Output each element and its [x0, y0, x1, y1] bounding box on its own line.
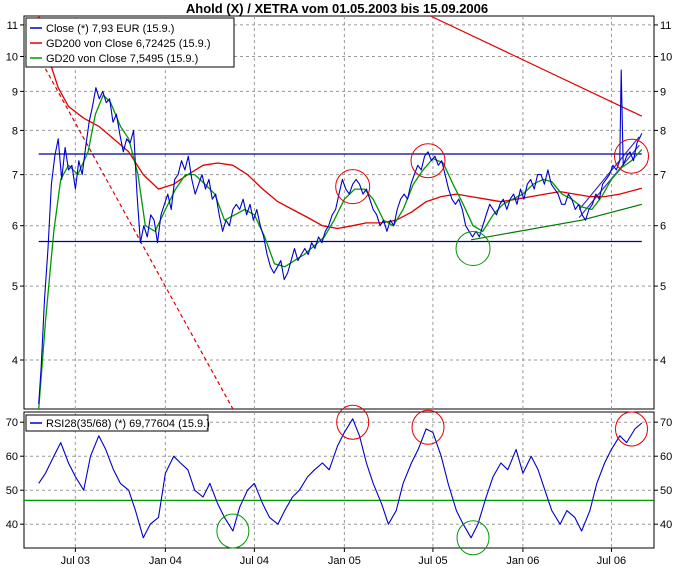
- rsi-ytick-label-left-0: 40: [6, 519, 18, 531]
- rsi-circles: [216, 404, 648, 556]
- price-trend-lines: [38, 15, 643, 410]
- rsi-ytick-label-right-1: 50: [660, 485, 672, 497]
- rsi-ytick-label-left-3: 70: [6, 417, 18, 429]
- price-ytick-label-left-3: 7: [12, 170, 18, 182]
- legend-close: Close (*) 7,93 EUR (15.9.): [46, 23, 174, 35]
- x-axis: Jul 03 Jan 04 Jul 04 Jan 05 Jul 05 Jan 06 Jul …: [61, 548, 626, 567]
- price-ytick-label-right-1: 5: [660, 281, 666, 293]
- price-circles: [335, 138, 649, 267]
- rsi-panel: 40 40 50 50 60 60 70 70 RSI28(35/68) (*) 69,776…: [6, 404, 673, 556]
- rsi-grid: [24, 412, 654, 548]
- price-circle-2: [614, 138, 649, 174]
- x-tick-label-6: Jul 06: [597, 555, 626, 567]
- x-tick-label-0: Jul 03: [61, 555, 90, 567]
- rsi-legend: RSI28(35/68) (*) 69,77604 (15.9.): [25, 414, 210, 432]
- rsi-circle-3: [216, 513, 250, 549]
- price-series: [38, 15, 643, 410]
- price-ytick-label-right-5: 9: [660, 86, 666, 98]
- price-trend-line-5: [578, 144, 640, 218]
- rsi-circle-2: [615, 411, 648, 447]
- rsi-series: [38, 418, 643, 539]
- price-legend: Close (*) 7,93 EUR (15.9.) GD200 von Clo…: [25, 17, 235, 68]
- rsi-ytick-label-right-0: 40: [660, 519, 672, 531]
- legend-rsi: RSI28(35/68) (*) 69,77604 (15.9.): [46, 418, 210, 430]
- x-tick-label-3: Jan 05: [328, 555, 361, 567]
- rsi-circle-1: [411, 409, 445, 445]
- price-trend-line-4: [470, 203, 642, 241]
- price-ytick-label-right-4: 8: [660, 125, 666, 137]
- x-tick-label-5: Jan 06: [506, 555, 539, 567]
- x-tick-label-4: Jul 05: [418, 555, 447, 567]
- rsi-y-axis: 40 40 50 50 60 60 70 70: [6, 417, 673, 531]
- price-ytick-label-left-4: 8: [12, 125, 18, 137]
- price-ytick-label-left-1: 5: [12, 281, 18, 293]
- chart-title: Ahold (X) / XETRA vom 01.05.2003 bis 15.…: [186, 1, 488, 16]
- price-circle-1: [410, 143, 446, 179]
- rsi-circle-0: [336, 404, 370, 440]
- rsi-ytick-label-left-1: 50: [6, 485, 18, 497]
- x-tick-label-1: Jan 04: [149, 555, 182, 567]
- rsi-legend-box: [25, 414, 209, 432]
- rsi-ytick-label-left-2: 60: [6, 451, 18, 463]
- price-ytick-label-right-7: 11: [660, 20, 671, 32]
- rsi-series-line-0: [38, 418, 643, 539]
- price-ytick-label-right-2: 6: [660, 221, 666, 233]
- price-ytick-label-left-7: 11: [7, 20, 18, 32]
- price-ytick-label-right-6: 10: [660, 51, 672, 63]
- price-ytick-label-right-0: 4: [660, 355, 666, 367]
- legend-gd20: GD20 von Close 7,5495 (15.9.): [46, 53, 198, 65]
- price-legend-box: [25, 17, 235, 68]
- price-series-line-0: [38, 69, 643, 405]
- price-circle-3: [455, 231, 491, 267]
- legend-gd200: GD200 von Close 6,72425 (15.9.): [46, 38, 211, 50]
- price-y-axis: 4 4 5 5 6 6 7 7 8 8 9 9 10 10 11 11: [6, 20, 673, 367]
- price-panel-frame: [23, 15, 655, 410]
- rsi-circle-4: [456, 520, 490, 556]
- price-ytick-label-left-5: 9: [12, 86, 18, 98]
- rsi-panel-frame: [23, 411, 655, 549]
- rsi-ytick-label-right-2: 60: [660, 451, 672, 463]
- price-trend-line-0: [430, 15, 643, 117]
- price-panel: 4 4 5 5 6 6 7 7 8 8 9 9 10 10 11 11 Close (*) 7,93 EUR …: [6, 15, 673, 410]
- price-series-line-2: [38, 94, 643, 410]
- price-ytick-label-left-2: 6: [12, 221, 18, 233]
- price-ytick-label-left-6: 10: [6, 51, 18, 63]
- price-circle-0: [335, 169, 371, 205]
- price-ytick-label-left-0: 4: [12, 355, 18, 367]
- price-trend-line-6: [578, 136, 640, 210]
- x-tick-label-2: Jul 04: [240, 555, 269, 567]
- price-ytick-label-right-3: 7: [660, 170, 666, 182]
- rsi-ytick-label-right-3: 70: [660, 417, 672, 429]
